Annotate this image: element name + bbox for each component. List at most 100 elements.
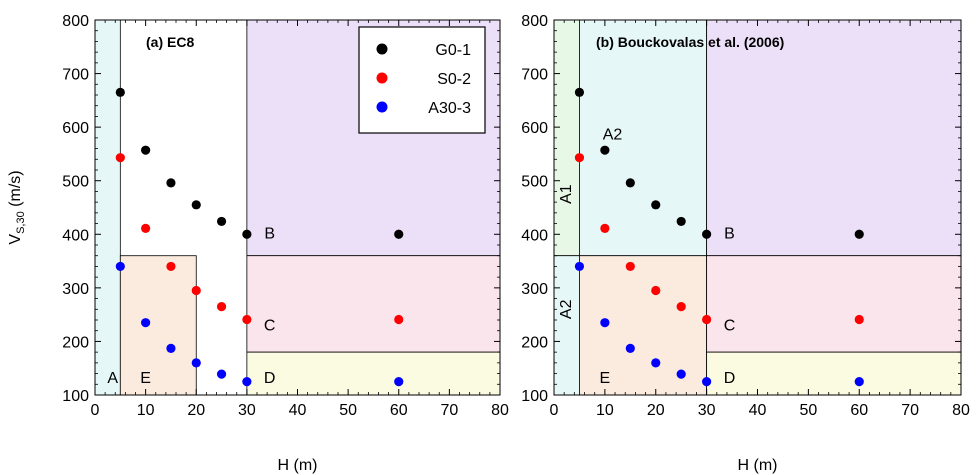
x-tick-label-a-0: 0 [91, 402, 100, 419]
point-a-2-0 [115, 261, 125, 272]
point-a-1-1 [141, 223, 151, 233]
zones-b [553, 19, 962, 396]
y-tick-label-a-1: 200 [62, 334, 89, 351]
point-a-2-6 [394, 377, 404, 387]
point-b-2-5 [702, 377, 712, 387]
points-b [574, 87, 864, 387]
point-b-1-0 [574, 153, 585, 163]
point-b-0-3 [651, 200, 661, 210]
point-a-0-4 [216, 216, 227, 227]
zone-b-6 [706, 351, 962, 396]
x-tick-label-a-4: 40 [289, 402, 307, 419]
zone-label-a-4: D [264, 370, 276, 387]
point-a-0-0 [115, 87, 125, 97]
point-a-1-3 [191, 285, 201, 296]
x-tick-label-a-5: 50 [339, 402, 357, 419]
point-b-2-1 [600, 318, 610, 328]
legend-marker-2 [376, 101, 388, 113]
point-a-1-4 [216, 302, 227, 312]
legend-label-0: G0-1 [435, 42, 471, 59]
x-tick-label-b-0: 0 [550, 402, 559, 419]
zone-a-0 [94, 19, 121, 396]
zone-label-b-3: E [600, 370, 611, 387]
point-b-1-6 [854, 314, 864, 325]
point-b-1-4 [676, 302, 686, 312]
point-a-2-1 [141, 318, 151, 328]
x-tick-label-b-3: 30 [698, 402, 716, 419]
point-b-0-1 [600, 145, 610, 155]
panel-b: A1 A2 A2 E B C D 0 10 20 30 40 50 60 70 80 100 200 300 400… [521, 13, 970, 474]
x-tick-label-a-7: 70 [440, 402, 458, 419]
point-a-0-6 [394, 229, 404, 239]
zone-label-a-2: B [264, 226, 275, 243]
point-a-1-0 [115, 153, 125, 163]
x-tick-label-b-4: 40 [749, 402, 767, 419]
zone-labels-a: A E B C D [107, 226, 275, 388]
point-a-0-5 [242, 229, 252, 239]
y-tick-label-b-4: 500 [521, 174, 548, 191]
y-tick-label-a-2: 300 [62, 281, 89, 298]
point-b-1-5 [702, 314, 712, 325]
point-a-1-2 [166, 261, 176, 272]
zone-label-b-2: A2 [603, 126, 623, 143]
zone-a-1 [119, 255, 197, 396]
x-axis-label-b: H (m) [738, 457, 778, 474]
y-tick-label-a-4: 500 [62, 174, 89, 191]
ticklabels-a: 0 10 20 30 40 50 60 70 80 100 200 300 400 500 600 700 80… [62, 13, 509, 419]
y-tick-label-b-5: 600 [521, 120, 548, 137]
panel-title-a: (a) EC8 [146, 34, 194, 50]
x-tick-label-a-2: 20 [187, 402, 205, 419]
point-b-0-0 [574, 87, 585, 97]
x-tick-label-a-8: 80 [491, 402, 509, 419]
point-b-0-6 [854, 229, 864, 239]
point-a-0-2 [166, 178, 176, 188]
zone-label-a-1: E [140, 370, 151, 387]
y-tick-label-a-0: 100 [62, 388, 89, 405]
point-b-0-4 [676, 216, 686, 227]
point-b-1-3 [651, 285, 661, 296]
legend-label-1: S0-2 [437, 71, 471, 88]
y-tick-label-b-6: 700 [521, 67, 548, 84]
point-b-0-2 [625, 178, 635, 188]
point-a-0-1 [141, 145, 151, 155]
legend-marker-0 [376, 43, 388, 55]
x-tick-label-b-2: 20 [647, 402, 665, 419]
y-axis-label: VS,30 (m/s) [7, 170, 27, 244]
y-tick-label-b-7: 800 [521, 13, 548, 30]
y-tick-label-a-3: 400 [62, 227, 89, 244]
points-a [115, 87, 404, 387]
ticks-a [94, 19, 501, 396]
point-b-2-3 [651, 358, 661, 368]
point-a-1-6 [394, 314, 404, 325]
point-a-2-2 [166, 343, 176, 353]
zone-a-4 [246, 351, 501, 396]
point-a-2-4 [216, 369, 227, 379]
zone-labels-b: A1 A2 A2 E B C D [558, 126, 735, 387]
zone-label-b-6: D [724, 370, 736, 387]
y-axis-label-unit: (m/s) [7, 170, 24, 211]
zone-label-b-1: A2 [558, 299, 575, 319]
point-a-2-5 [242, 377, 252, 387]
legend: G0-1 S0-2 A30-3 [358, 26, 486, 134]
point-b-2-0 [574, 261, 585, 272]
y-tick-label-b-2: 300 [521, 281, 548, 298]
x-tick-label-b-5: 50 [799, 402, 817, 419]
y-tick-label-a-7: 800 [62, 13, 89, 30]
point-b-2-6 [854, 377, 864, 387]
zone-b-2 [579, 19, 708, 257]
ticklabels-b: 0 10 20 30 40 50 60 70 80 100 200 300 400 500 600 700 80… [521, 13, 970, 419]
y-axis-label-main: V [7, 234, 24, 245]
x-tick-label-b-7: 70 [901, 402, 919, 419]
x-tick-label-b-8: 80 [952, 402, 970, 419]
legend-label-2: A30-3 [428, 100, 471, 117]
ticks-b [553, 19, 962, 396]
y-tick-label-a-6: 700 [62, 67, 89, 84]
x-axis-label-a: H (m) [278, 457, 318, 474]
y-tick-label-a-5: 600 [62, 120, 89, 137]
x-tick-label-a-1: 10 [137, 402, 155, 419]
legend-marker-1 [376, 72, 388, 84]
x-tick-label-a-3: 30 [238, 402, 256, 419]
x-tick-label-b-6: 60 [850, 402, 868, 419]
zone-b-4 [706, 19, 962, 257]
